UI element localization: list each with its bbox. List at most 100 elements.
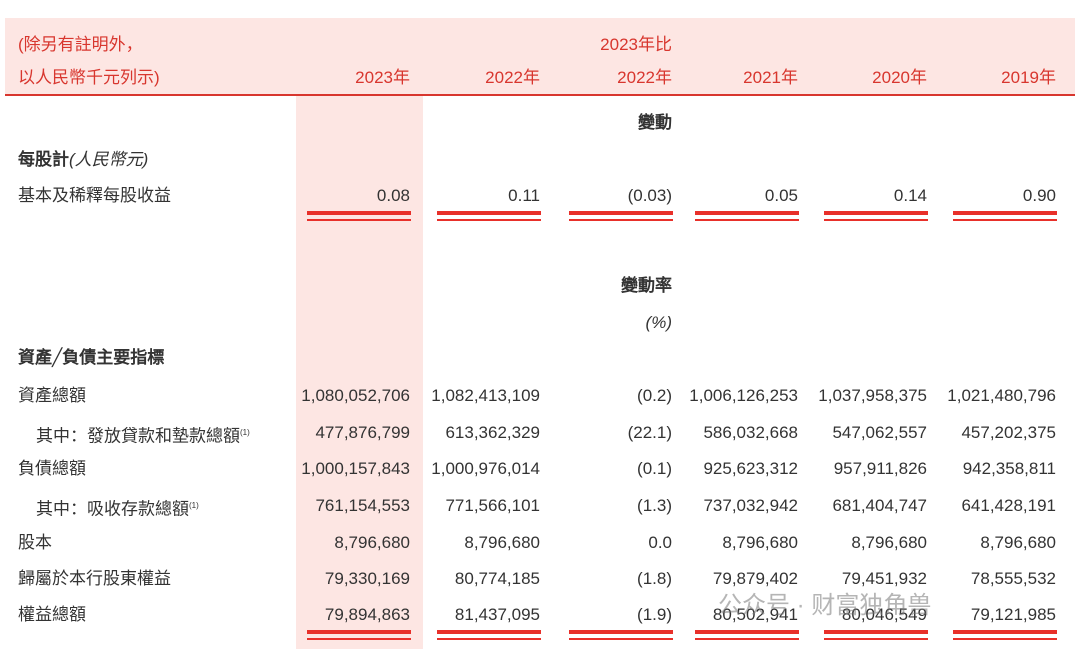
cell-value: 761,154,553 [315,496,410,515]
cell-value: 942,358,811 [962,459,1056,478]
double-rule [437,211,541,215]
cell-value: 737,032,942 [703,496,798,515]
cell-value: 80,502,941 [712,605,798,624]
year-label: 2019年 [1001,68,1056,87]
row-label-text: 負債總額 [18,459,86,478]
compare-label: 2023年比 [600,35,672,54]
double-rule [307,219,411,221]
cell-value: 613,362,329 [445,423,540,442]
cell-value: 1,037,958,375 [818,386,927,405]
cell-value: 925,623,312 [703,459,798,478]
cell-value: (0.1) [637,459,672,478]
cell-value: 78,555,532 [970,569,1056,588]
double-rule [437,638,541,640]
double-rule [824,219,928,221]
double-rule [824,630,928,634]
section-title: 每股計(人民幣元) [18,150,148,170]
header-band [5,18,1075,94]
cell-value: 80,774,185 [454,569,540,588]
double-rule [953,211,1057,215]
header-note: (除另有註明外， [18,35,143,54]
row-label: 其中：發放貸款和墊款總額(1) [36,423,250,447]
cell-value: 8,796,680 [464,533,540,552]
cell-value: 586,032,668 [703,423,798,442]
row-label-text: 基本及稀釋每股收益 [18,186,171,205]
cell-value: 81,437,095 [454,605,540,624]
cell-value: 1,021,480,796 [947,386,1056,405]
double-rule [824,211,928,215]
cell-value: 79,121,985 [970,605,1056,624]
cell-value: (22.1) [627,423,672,442]
change-unit: (%) [645,313,672,332]
cell-value: 0.05 [764,186,798,205]
section-title-text: 資產╱負債主要指標 [18,348,165,367]
cell-value: (1.9) [637,605,672,624]
cell-value: 0.0 [648,533,672,552]
row-label-text: 歸屬於本行股東權益 [18,569,171,588]
cell-value: 681,404,747 [832,496,927,515]
cell-value: 79,894,863 [324,605,410,624]
cell-value: 0.08 [376,186,410,205]
double-rule [569,630,673,634]
double-rule [695,219,799,221]
double-rule [569,219,673,221]
double-rule [569,211,673,215]
cell-value: 8,796,680 [722,533,798,552]
cell-value: 957,911,826 [833,459,927,478]
row-label-text: 權益總額 [18,605,86,624]
cell-value: 641,428,191 [961,496,1056,515]
cell-value: 1,006,126,253 [689,386,798,405]
year-label: 2022年 [617,68,672,87]
double-rule [824,638,928,640]
cell-value: 8,796,680 [334,533,410,552]
row-label-text: 股本 [18,533,52,552]
cell-value: 1,000,157,843 [301,459,410,478]
year-label: 2023年 [355,68,410,87]
cell-value: 547,062,557 [832,423,927,442]
row-label-text: 其中：發放貸款和墊款總額 [36,426,240,446]
row-label: 資產總額 [18,386,86,406]
year-label: 2022年 [485,68,540,87]
cell-value: 0.14 [893,186,927,205]
watermark: 公众号 · 财富独角兽 [718,592,932,619]
highlight-column [296,96,423,649]
year-label: 2020年 [872,68,927,87]
cell-value: 79,330,169 [324,569,410,588]
double-rule [437,219,541,221]
row-label-text: 其中：吸收存款總額 [36,499,189,519]
cell-value: 79,879,402 [712,569,798,588]
cell-value: (0.2) [637,386,672,405]
double-rule [569,638,673,640]
year-label: 2021年 [743,68,798,87]
row-label: 其中：吸收存款總額(1) [36,496,199,520]
double-rule [695,211,799,215]
row-label-text: 資產總額 [18,386,86,405]
double-rule [695,630,799,634]
row-label: 負債總額 [18,459,86,479]
cell-value: 1,082,413,109 [431,386,540,405]
cell-value: (0.03) [627,186,672,205]
double-rule [953,638,1057,640]
change-label: 變動率 [621,276,672,295]
cell-value: 1,080,052,706 [301,386,410,405]
row-label: 基本及稀釋每股收益 [18,186,171,206]
cell-value: 457,202,375 [961,423,1056,442]
section-title-unit: (人民幣元) [69,150,149,169]
cell-value: 0.11 [508,186,540,205]
cell-value: (1.8) [637,569,672,588]
cell-value: 477,876,799 [315,423,410,442]
double-rule [695,638,799,640]
cell-value: 771,566,101 [445,496,540,515]
cell-value: 0.90 [1022,186,1056,205]
row-label: 權益總額 [18,605,86,625]
cell-value: 80,046,549 [841,605,927,624]
double-rule [953,630,1057,634]
double-rule [953,219,1057,221]
cell-value: 8,796,680 [851,533,927,552]
row-label: 歸屬於本行股東權益 [18,569,171,589]
footnote-marker: (1) [240,428,250,437]
footnote-marker: (1) [189,501,199,510]
row-label: 股本 [18,533,52,553]
section-title-text: 每股計 [18,150,69,169]
double-rule [307,630,411,634]
